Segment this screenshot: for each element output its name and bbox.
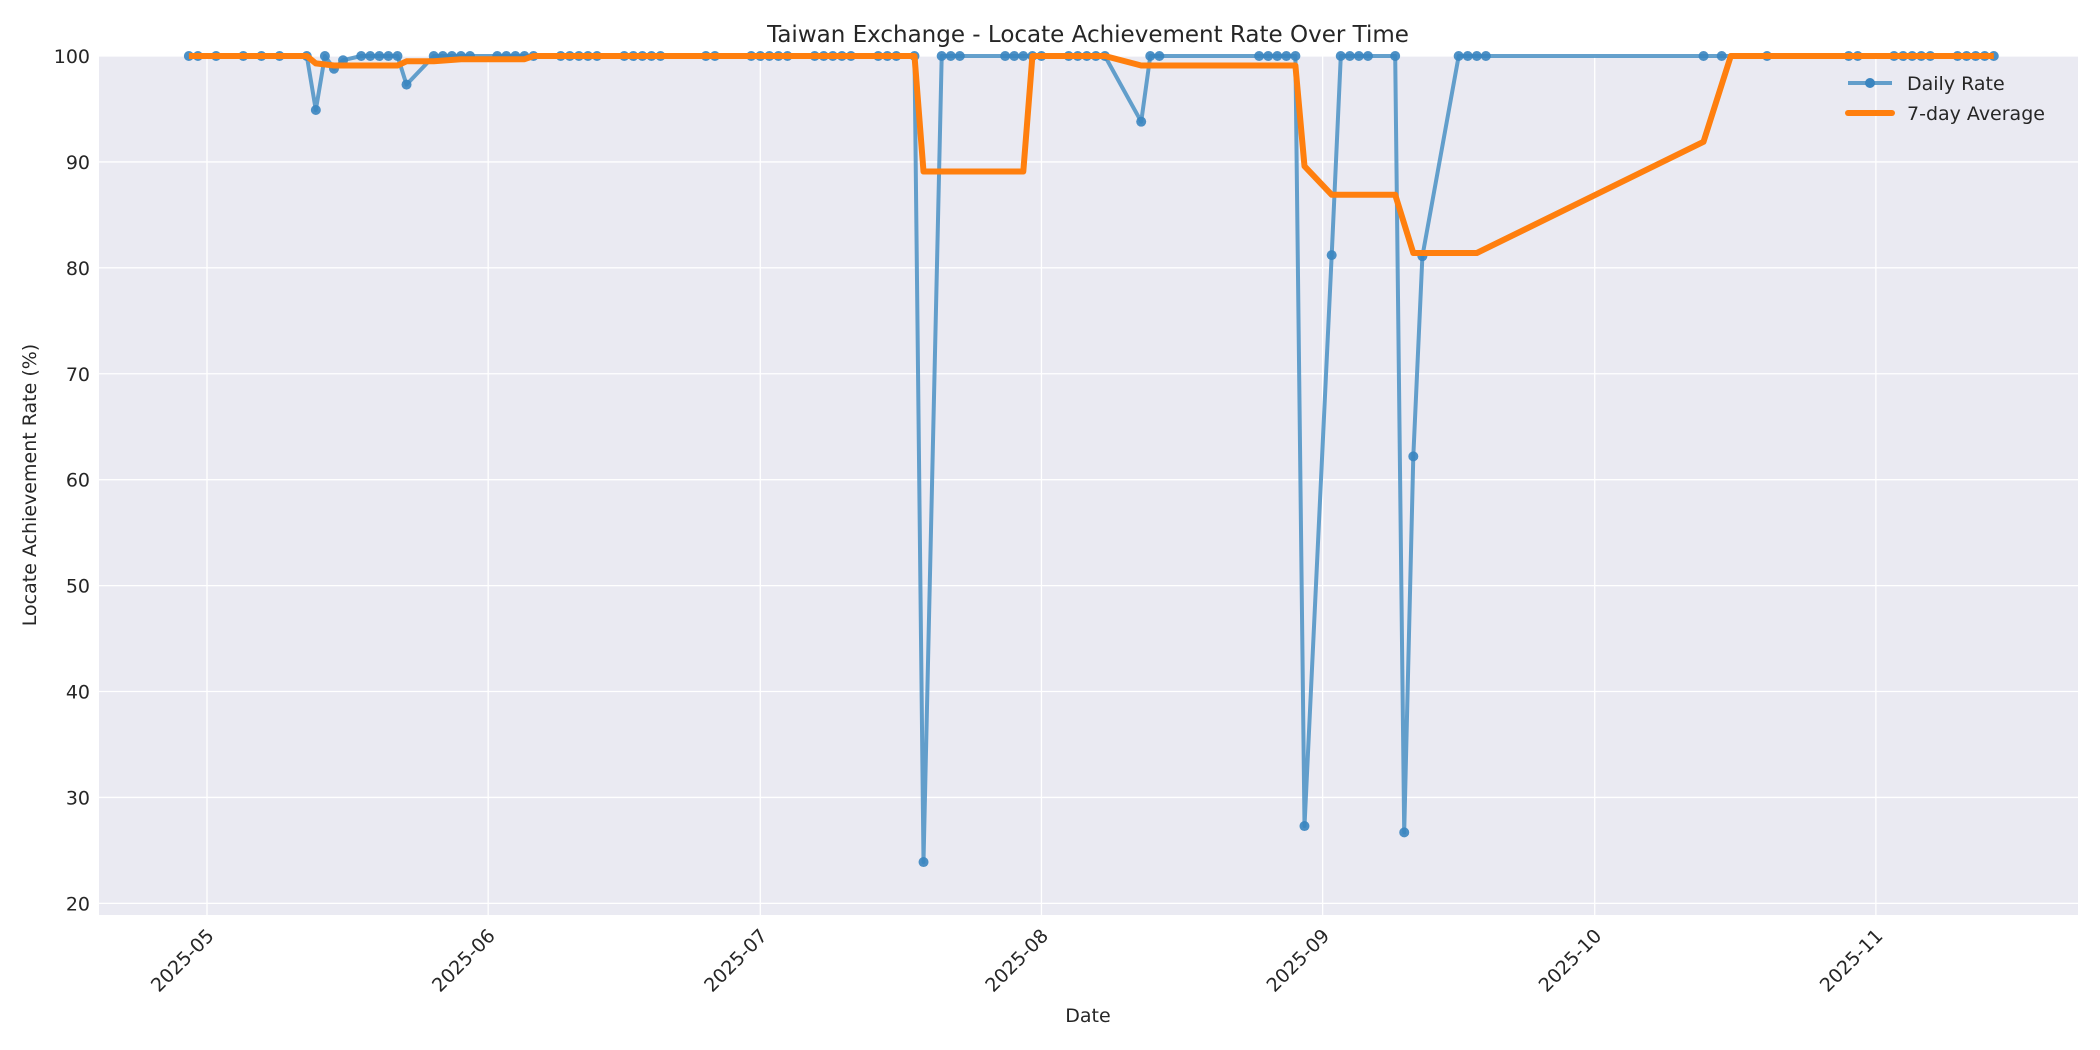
y-tick-label: 20: [66, 893, 90, 915]
daily-rate-marker: [945, 51, 956, 61]
daily-rate-marker: [356, 51, 367, 61]
x-tick-label: 2025-07: [700, 925, 772, 997]
daily-rate-marker: [1698, 51, 1709, 61]
daily-rate-marker: [1362, 51, 1373, 61]
daily-rate-marker: [1290, 51, 1301, 61]
y-tick-label: 50: [66, 576, 90, 598]
daily-rate-marker: [1299, 821, 1310, 832]
daily-rate-marker: [310, 105, 321, 116]
daily-rate-marker: [1000, 51, 1011, 61]
series-layer: [183, 51, 1999, 868]
y-tick-label: 30: [66, 787, 90, 809]
y-tick-label: 60: [66, 470, 90, 492]
daily-rate-marker: [1471, 51, 1482, 61]
x-tick-label: 2025-09: [1262, 925, 1334, 997]
daily-rate-marker: [1480, 51, 1491, 61]
daily-rate-marker: [1281, 51, 1292, 61]
daily-rate-marker: [1408, 451, 1419, 462]
daily-rate-marker: [392, 51, 403, 61]
daily-rate-marker: [1344, 51, 1355, 61]
daily-rate-marker: [1453, 51, 1464, 61]
daily-rate-marker: [1390, 51, 1401, 61]
daily-rate-marker: [1254, 51, 1265, 61]
daily-rate-marker: [1263, 51, 1274, 61]
daily-rate-marker: [1335, 51, 1346, 61]
daily-rate-marker: [1272, 51, 1283, 61]
plot-area: [99, 56, 2078, 915]
daily-rate-marker: [954, 51, 965, 61]
daily-rate-marker: [1154, 51, 1165, 61]
y-tick-label: 70: [66, 364, 90, 386]
daily-rate-marker: [918, 857, 929, 868]
daily-rate-marker: [1462, 51, 1473, 61]
legend-daily-rate-marker-icon: [1865, 78, 1875, 88]
chart-title: Taiwan Exchange - Locate Achievement Rat…: [766, 22, 1409, 48]
legend: Daily Rate 7-day Average: [1845, 73, 2045, 125]
daily-rate-marker: [1018, 51, 1029, 61]
daily-rate-marker: [1326, 250, 1337, 261]
daily-rate-marker: [936, 51, 947, 61]
x-tick-label: 2025-08: [981, 925, 1053, 997]
seven-day-average-line: [188, 53, 1994, 256]
x-tick-label: 2025-10: [1535, 925, 1607, 997]
x-tick-label: 2025-06: [428, 925, 500, 997]
legend-daily-rate-label: Daily Rate: [1907, 73, 2005, 95]
y-tick-label: 40: [66, 682, 90, 704]
y-axis-ticks: 20 30 40 50 60 70 80 90 100: [54, 46, 90, 915]
daily-rate-marker: [1353, 51, 1364, 61]
daily-rate-marker: [1009, 51, 1020, 61]
daily-rate-marker: [374, 51, 385, 61]
daily-rate-marker: [1716, 51, 1727, 61]
daily-rate-marker: [365, 51, 376, 61]
y-axis-label: Locate Achievement Rate (%): [19, 344, 41, 626]
daily-rate-marker: [401, 79, 412, 90]
daily-rate-marker: [319, 51, 330, 61]
daily-rate-marker: [383, 51, 394, 61]
x-tick-label: 2025-05: [147, 925, 219, 997]
daily-rate-marker: [1145, 51, 1156, 61]
legend-7day-average-label: 7-day Average: [1907, 103, 2045, 125]
y-tick-label: 90: [66, 152, 90, 174]
x-tick-label: 2025-11: [1816, 925, 1888, 997]
daily-rate-marker: [1399, 827, 1410, 838]
x-axis-label: Date: [1065, 1005, 1110, 1027]
daily-rate-marker: [1136, 116, 1147, 127]
y-tick-label: 100: [54, 46, 90, 68]
y-tick-label: 80: [66, 258, 90, 280]
x-axis-ticks: 2025-05 2025-06 2025-07 2025-08 2025-09 2025-…: [147, 925, 1888, 997]
